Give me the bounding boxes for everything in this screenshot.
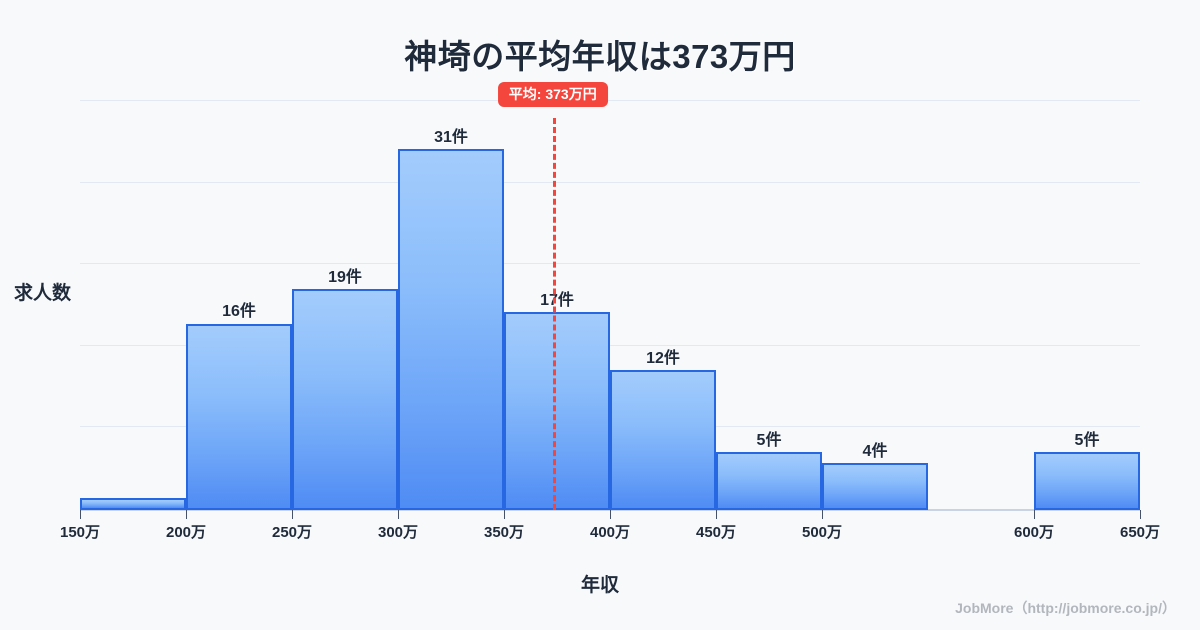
y-axis-title: 求人数 [14, 283, 72, 304]
plot-area: 16件 19件 31件 17件 12件 5件 4件 5件 150万 200万 250万 300万 350… [60, 82, 1160, 541]
bar-value-label: 31件 [434, 128, 468, 146]
x-axis-tick [186, 510, 187, 519]
x-axis-tick-label: 200万 [165, 524, 207, 541]
bar-value-label: 5件 [1074, 431, 1100, 449]
bar[interactable] [186, 323, 292, 510]
bar[interactable] [504, 311, 610, 510]
x-axis-tick [1034, 510, 1035, 519]
bar-value-label: 16件 [222, 303, 256, 321]
page-title: 神埼の平均年収は373万円 [404, 38, 796, 75]
bar[interactable] [1034, 451, 1140, 510]
x-axis-tick [822, 510, 823, 519]
average-line [552, 118, 556, 510]
x-axis-tick [504, 510, 505, 519]
bar-value-label: 17件 [540, 291, 574, 309]
x-axis-tick [398, 510, 399, 519]
x-axis-tick [1140, 510, 1141, 519]
bar-value-label: 4件 [862, 443, 888, 461]
bar[interactable] [398, 148, 504, 510]
x-axis-tick-label: 350万 [483, 524, 525, 541]
bar[interactable] [716, 451, 822, 510]
x-axis-tick-label: 150万 [59, 524, 101, 541]
x-axis-tick [80, 510, 81, 519]
x-axis-tick-label: 600万 [1013, 524, 1055, 541]
x-axis-tick [610, 510, 611, 519]
bar[interactable] [80, 498, 186, 510]
gridline [80, 345, 1140, 346]
bar[interactable] [610, 370, 716, 510]
x-axis-tick-label: 500万 [801, 524, 843, 541]
x-axis-tick [292, 510, 293, 519]
x-axis-tick-label: 250万 [271, 524, 313, 541]
x-axis-tick [716, 510, 717, 519]
x-axis-tick-label: 450万 [695, 524, 737, 541]
gridline [80, 263, 1140, 264]
footer-credit: JobMore（http://jobmore.co.jp/） [955, 600, 1176, 616]
x-axis-tick-label: 650万 [1119, 524, 1161, 541]
x-axis-tick-label: 300万 [377, 524, 419, 541]
bar-value-label: 19件 [328, 268, 362, 286]
bar[interactable] [292, 288, 398, 510]
bar[interactable] [822, 463, 928, 510]
bar-value-label: 5件 [756, 431, 782, 449]
gridline [80, 182, 1140, 183]
bar-value-label: 12件 [646, 350, 680, 368]
x-axis-tick-label: 400万 [589, 524, 631, 541]
x-axis-title: 年収 [580, 575, 619, 596]
gridline [80, 100, 1140, 101]
average-badge: 平均: 373万円 [497, 82, 608, 108]
